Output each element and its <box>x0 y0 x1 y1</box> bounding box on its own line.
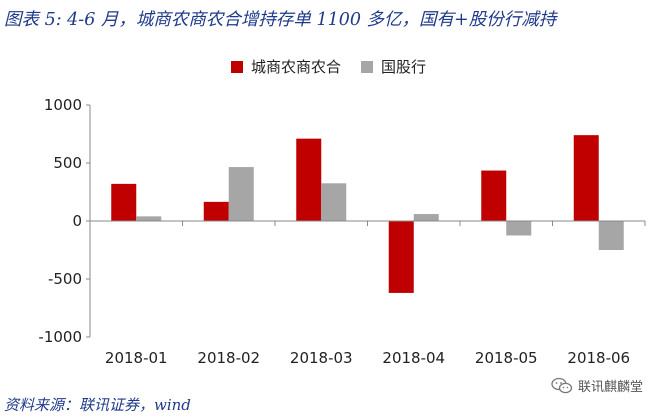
y-tick-label: -500 <box>48 270 82 288</box>
legend-label-series-a: 城商农商农合 <box>250 58 341 76</box>
bar-series-2 <box>598 221 624 250</box>
watermark-text: 联讯麒麟堂 <box>577 380 643 395</box>
watermark: 联讯麒麟堂 <box>551 376 643 395</box>
legend-label-series-b: 国股行 <box>381 58 427 76</box>
y-tick-label: 500 <box>53 154 82 172</box>
bar-series-2 <box>413 214 439 221</box>
x-tick-label: 2018-05 <box>475 349 538 367</box>
legend-item-series-a: 城商农商农合 <box>230 56 341 77</box>
y-tick-label: 1000 <box>44 96 82 114</box>
bar-series-1 <box>388 221 414 293</box>
bar-series-1 <box>573 135 599 221</box>
bar-series-1 <box>111 183 137 221</box>
bar-series-2 <box>228 167 254 221</box>
x-tick-label: 2018-02 <box>197 349 260 367</box>
x-tick-label: 2018-01 <box>105 349 168 367</box>
bar-series-2 <box>136 216 162 221</box>
source-note: 资料来源：联讯证券，wind <box>4 396 191 414</box>
y-tick-label: -1000 <box>38 328 82 346</box>
x-tick-label: 2018-04 <box>382 349 445 367</box>
chart-legend: 城商农商农合 国股行 <box>0 56 657 77</box>
legend-swatch-series-b <box>361 60 373 73</box>
bar-series-1 <box>203 201 229 221</box>
bar-series-2 <box>506 221 532 236</box>
bar-series-1 <box>481 170 507 221</box>
bar-series-1 <box>296 138 322 221</box>
wechat-icon <box>551 377 573 393</box>
bar-series-2 <box>321 183 347 221</box>
chart-title: 图表 5: 4-6 月，城商农商农合增持存单 1100 多亿，国有+股份行减持 <box>4 10 557 30</box>
y-tick-label: 0 <box>72 212 82 230</box>
legend-item-series-b: 国股行 <box>361 56 426 77</box>
legend-swatch-series-a <box>230 60 243 73</box>
x-tick-label: 2018-06 <box>567 349 630 367</box>
x-tick-label: 2018-03 <box>290 349 353 367</box>
